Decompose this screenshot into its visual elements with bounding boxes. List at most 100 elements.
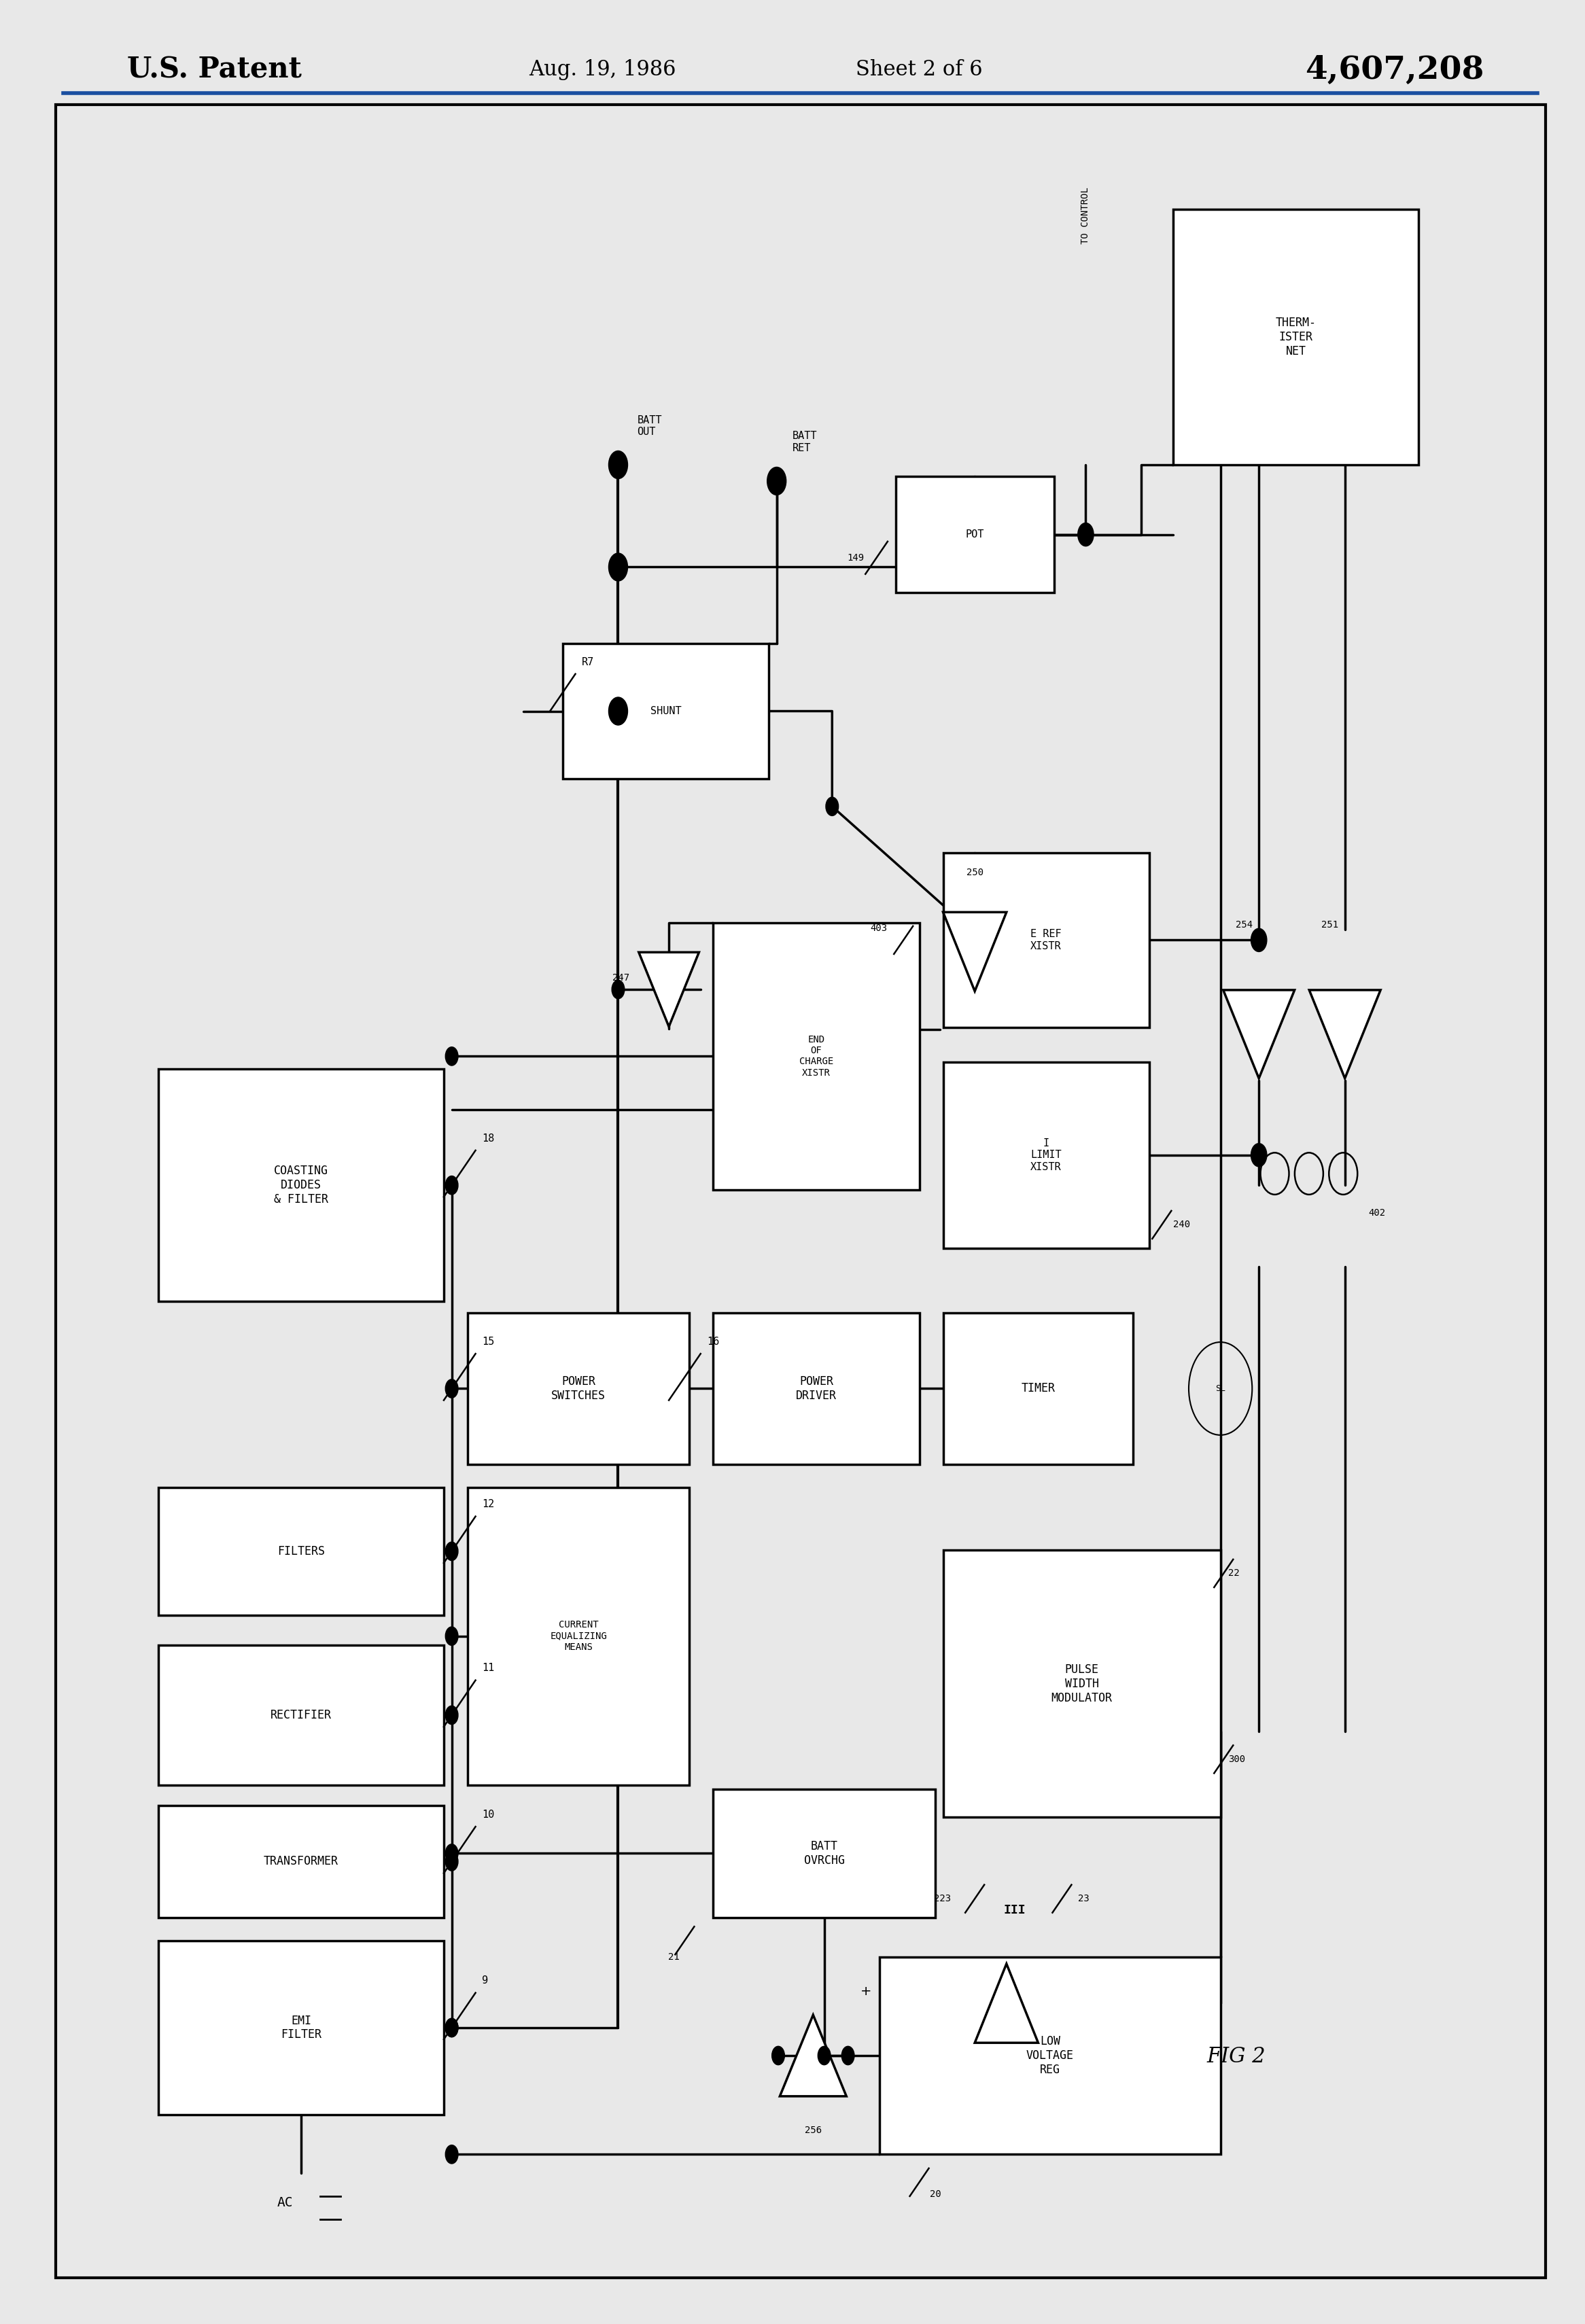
Text: BATT
OVRCHG: BATT OVRCHG xyxy=(804,1841,845,1866)
Circle shape xyxy=(826,797,838,816)
Polygon shape xyxy=(975,1964,1038,2043)
Circle shape xyxy=(609,451,628,479)
Bar xyxy=(896,476,1054,593)
Text: 300: 300 xyxy=(1228,1755,1246,1764)
Text: 250: 250 xyxy=(967,867,983,878)
Text: I
LIMIT
XISTR: I LIMIT XISTR xyxy=(1030,1139,1062,1171)
Bar xyxy=(1173,209,1419,465)
Text: Aug. 19, 1986: Aug. 19, 1986 xyxy=(529,58,675,81)
Circle shape xyxy=(445,1845,458,1864)
Circle shape xyxy=(609,697,628,725)
Polygon shape xyxy=(1224,990,1295,1078)
Text: +: + xyxy=(861,1985,872,1999)
Circle shape xyxy=(767,467,786,495)
Bar xyxy=(943,1550,1220,1817)
Text: III: III xyxy=(1003,1903,1025,1917)
Text: 4,607,208: 4,607,208 xyxy=(1306,53,1484,86)
Circle shape xyxy=(445,1046,458,1064)
Text: AC: AC xyxy=(277,2196,293,2210)
Text: POWER
SWITCHES: POWER SWITCHES xyxy=(552,1376,605,1401)
Bar xyxy=(158,1806,444,1917)
Text: Sheet 2 of 6: Sheet 2 of 6 xyxy=(856,58,983,81)
Bar xyxy=(713,1789,935,1917)
Bar xyxy=(468,1313,689,1464)
Bar xyxy=(563,644,769,779)
Circle shape xyxy=(818,2047,831,2066)
Text: SHUNT: SHUNT xyxy=(650,706,682,716)
Text: END
OF
CHARGE
XISTR: END OF CHARGE XISTR xyxy=(799,1034,834,1078)
Text: TRANSFORMER: TRANSFORMER xyxy=(263,1855,339,1868)
Text: 12: 12 xyxy=(482,1499,495,1511)
Circle shape xyxy=(612,981,624,999)
Circle shape xyxy=(445,1378,458,1399)
Text: BATT
RET: BATT RET xyxy=(792,432,818,453)
Text: TO CONTROL: TO CONTROL xyxy=(1081,188,1090,244)
Text: PULSE
WIDTH
MODULATOR: PULSE WIDTH MODULATOR xyxy=(1051,1664,1113,1703)
Text: 254: 254 xyxy=(1235,920,1252,930)
Text: 149: 149 xyxy=(846,553,864,562)
Text: U.S. Patent: U.S. Patent xyxy=(127,56,301,84)
Circle shape xyxy=(1251,1143,1266,1167)
Text: POWER
DRIVER: POWER DRIVER xyxy=(796,1376,837,1401)
Bar xyxy=(880,1957,1220,2154)
Circle shape xyxy=(609,553,628,581)
Text: TIMER: TIMER xyxy=(1021,1383,1056,1394)
Circle shape xyxy=(445,2145,458,2164)
Bar xyxy=(943,1313,1133,1464)
Text: E REF
XISTR: E REF XISTR xyxy=(1030,930,1062,951)
Circle shape xyxy=(445,1176,458,1195)
Polygon shape xyxy=(639,953,699,1027)
Text: RECTIFIER: RECTIFIER xyxy=(271,1708,331,1722)
Text: 21: 21 xyxy=(667,1952,680,1961)
Text: 15: 15 xyxy=(482,1336,495,1348)
Text: 23: 23 xyxy=(1078,1894,1089,1903)
Circle shape xyxy=(445,2017,458,2036)
Bar xyxy=(943,1062,1149,1248)
Circle shape xyxy=(445,1543,458,1562)
Text: 402: 402 xyxy=(1369,1208,1385,1218)
Circle shape xyxy=(842,2047,854,2066)
Circle shape xyxy=(772,2047,785,2066)
Text: FILTERS: FILTERS xyxy=(277,1545,325,1557)
Text: 256: 256 xyxy=(805,2124,821,2136)
Polygon shape xyxy=(943,911,1006,990)
Text: 20: 20 xyxy=(929,2189,941,2199)
Polygon shape xyxy=(1309,990,1381,1078)
Text: SL: SL xyxy=(1216,1385,1225,1392)
Text: COASTING
DIODES
& FILTER: COASTING DIODES & FILTER xyxy=(274,1164,328,1206)
Text: 403: 403 xyxy=(870,923,888,934)
Text: 11: 11 xyxy=(482,1664,495,1673)
Text: 10: 10 xyxy=(482,1810,495,1820)
Text: LOW
VOLTAGE
REG: LOW VOLTAGE REG xyxy=(1025,2036,1075,2075)
Circle shape xyxy=(445,1627,458,1645)
Bar xyxy=(158,1645,444,1785)
Text: 247: 247 xyxy=(612,974,629,983)
Text: 240: 240 xyxy=(1173,1220,1190,1229)
Circle shape xyxy=(445,1852,458,1871)
Bar xyxy=(158,1941,444,2115)
Text: BATT
OUT: BATT OUT xyxy=(637,416,663,437)
Bar xyxy=(713,1313,919,1464)
Text: 251: 251 xyxy=(1322,920,1338,930)
Text: THERM-
ISTER
NET: THERM- ISTER NET xyxy=(1276,316,1316,358)
Text: 16: 16 xyxy=(707,1336,720,1348)
Bar xyxy=(158,1487,444,1615)
Circle shape xyxy=(445,1706,458,1724)
Bar xyxy=(468,1487,689,1785)
Text: R7: R7 xyxy=(582,658,594,667)
Text: FIG 2: FIG 2 xyxy=(1206,2045,1266,2068)
Circle shape xyxy=(1251,927,1266,953)
Bar xyxy=(158,1069,444,1301)
Text: EMI
FILTER: EMI FILTER xyxy=(281,2015,322,2040)
Bar xyxy=(713,923,919,1190)
Bar xyxy=(943,853,1149,1027)
Polygon shape xyxy=(780,2015,846,2096)
Text: 9: 9 xyxy=(482,1975,488,1985)
Text: CURRENT
EQUALIZING
MEANS: CURRENT EQUALIZING MEANS xyxy=(550,1620,607,1652)
Text: POT: POT xyxy=(965,530,984,539)
Text: 223: 223 xyxy=(934,1894,951,1903)
Circle shape xyxy=(445,2017,458,2036)
Circle shape xyxy=(1078,523,1094,546)
Text: 18: 18 xyxy=(482,1134,495,1143)
Text: 22: 22 xyxy=(1228,1569,1239,1578)
